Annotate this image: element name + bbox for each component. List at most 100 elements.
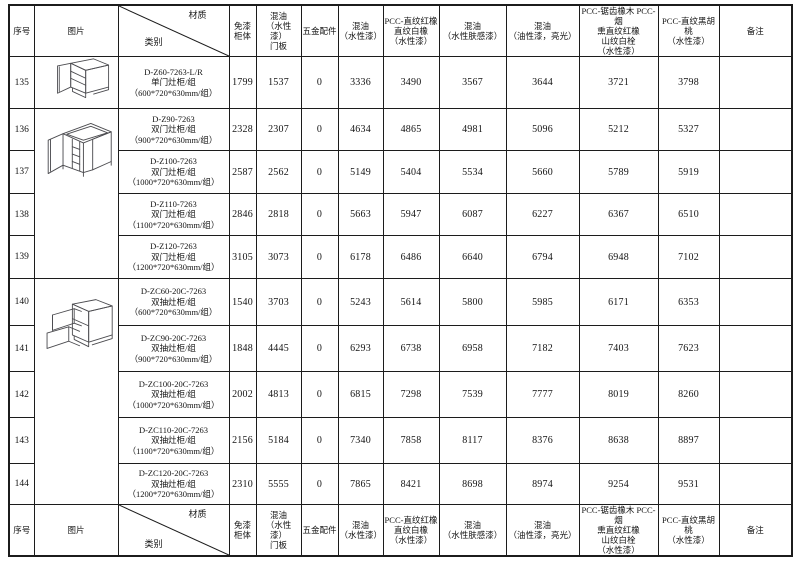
price-cell: 0 [300,371,339,419]
price-cell: 4634 [337,108,384,152]
price-cell: 6738 [382,325,440,373]
price-cell: 6293 [337,325,384,373]
price-cell: 7340 [337,417,384,465]
material-cell: D-ZC120-20C-7263 双抽灶柜/组 （1200*720*630mm/… [117,463,230,506]
price-cell: 5555 [255,463,302,506]
price-cell: 5404 [382,150,440,195]
remark-cell [718,150,793,195]
single-door-cabinet-icon [57,58,110,99]
price-cell: 4981 [438,108,507,152]
price-cell: 2310 [228,463,257,506]
double-door-cabinet-drawing-cell [33,108,119,280]
row-serial: 138 [8,193,35,237]
remark-cell [718,463,793,506]
footer-serial: 序号 [8,504,35,557]
price-cell: 0 [300,235,339,280]
header-paint-oil-gloss: 混油 （油性漆，亮光） [505,4,580,58]
table-row: 141 D-ZC90-20C-7263 双抽灶柜/组 （900*720*630m… [8,325,793,373]
price-cell: 3703 [255,278,302,327]
header-material-category: 材质 类别 [117,4,230,58]
price-cell: 8117 [438,417,507,465]
price-cell: 2156 [228,417,257,465]
price-cell: 2002 [228,371,257,419]
table-row: 139 D-Z120-7263 双门灶柜/组 （1200*720*630mm/组… [8,235,793,280]
material-cell: D-Z120-7263 双门灶柜/组 （1200*720*630mm/组） [117,235,230,280]
price-cell: 8974 [505,463,580,506]
header-material-label: 材质 [188,10,207,20]
table-row: 143 D-ZC110-20C-7263 双抽灶柜/组 （1100*720*63… [8,417,793,465]
material-cell: D-ZC110-20C-7263 双抽灶柜/组 （1100*720*630mm/… [117,417,230,465]
model-code: D-ZC120-20C-7263 [138,468,209,479]
price-cell: 3105 [228,235,257,280]
price-cell: 7102 [657,235,720,280]
price-cell: 0 [300,278,339,327]
product-size: （600*720*630mm/组） [129,307,218,318]
price-cell: 7777 [505,371,580,419]
price-cell: 5789 [578,150,659,195]
price-cell: 5614 [382,278,440,327]
product-name: 双抽灶柜/组 [151,389,196,400]
price-cell: 1799 [228,56,257,110]
footer-pcc-oak: PCC-直纹红橡 直纹白橡 （水性漆） [382,504,440,557]
price-cell: 0 [300,108,339,152]
header-paint-water: 混油 （水性漆） [337,4,384,58]
price-cell: 8376 [505,417,580,465]
footer-remark: 备注 [718,504,793,557]
product-name: 单门灶柜/组 [151,77,196,88]
material-cell: D-ZC60-20C-7263 双抽灶柜/组 （600*720*630mm/组） [117,278,230,327]
price-cell: 8019 [578,371,659,419]
price-cell: 1540 [228,278,257,327]
model-code: D-Z110-7263 [150,198,197,209]
price-cell: 5663 [337,193,384,237]
footer-paint-oil-gloss: 混油 （油性漆，亮光） [505,504,580,557]
price-cell: 6367 [578,193,659,237]
price-cell: 3336 [337,56,384,110]
price-cell: 2846 [228,193,257,237]
table-row: 142 D-ZC100-20C-7263 双抽灶柜/组 （1000*720*63… [8,371,793,419]
row-serial: 141 [8,325,35,373]
material-cell: D-Z60-7263-L/R 单门灶柜/组 （600*720*630mm/组） [117,56,230,110]
product-name: 双门灶柜/组 [151,209,196,220]
price-cell: 6958 [438,325,507,373]
model-code: D-Z90-7263 [152,113,195,124]
price-cell: 3073 [255,235,302,280]
footer-pcc-walnut: PCC-直纹黑胡桃 （水性漆） [657,504,720,557]
price-cell: 3567 [438,56,507,110]
model-code: D-ZC110-20C-7263 [138,424,209,435]
product-name: 双抽灶柜/组 [151,296,196,307]
product-size: （1100*720*630mm/组） [127,219,220,230]
row-serial: 144 [8,463,35,506]
price-cell: 6948 [578,235,659,280]
model-code: D-Z60-7263-L/R [144,66,203,77]
table-row: 138 D-Z110-7263 双门灶柜/组 （1100*720*630mm/组… [8,193,793,237]
product-size: （1200*720*630mm/组） [127,262,220,273]
material-cell: D-Z110-7263 双门灶柜/组 （1100*720*630mm/组） [117,193,230,237]
price-cell: 7865 [337,463,384,506]
header-row: 序号 图片 材质 类别 免漆 柜体 混油 （水性漆） 门板 五金配件 混油 （水… [8,4,793,58]
header-pcc-oak: PCC-直纹红橡 直纹白橡 （水性漆） [382,4,440,58]
model-code: D-Z100-7263 [150,156,197,167]
price-cell: 7539 [438,371,507,419]
footer-category-label: 类别 [144,538,163,549]
price-cell: 3490 [382,56,440,110]
remark-cell [718,325,793,373]
footer-paint-door: 混油 （水性漆） 门板 [255,504,302,557]
header-paint-skin: 混油 （水性肤感漆） [438,4,507,58]
remark-cell [718,278,793,327]
header-hardware: 五金配件 [300,4,339,58]
price-cell: 6794 [505,235,580,280]
price-cell: 6486 [382,235,440,280]
table-row: 144 D-ZC120-20C-7263 双抽灶柜/组 （1200*720*63… [8,463,793,506]
price-cell: 5184 [255,417,302,465]
price-cell: 5149 [337,150,384,195]
price-cell: 9531 [657,463,720,506]
price-cell: 5800 [438,278,507,327]
material-cell: D-Z100-7263 双门灶柜/组 （1000*720*630mm/组） [117,150,230,195]
price-cell: 0 [300,417,339,465]
price-cell: 6178 [337,235,384,280]
row-serial: 140 [8,278,35,327]
row-serial: 136 [8,108,35,152]
diagonal-divider [119,505,229,555]
price-cell: 5327 [657,108,720,152]
